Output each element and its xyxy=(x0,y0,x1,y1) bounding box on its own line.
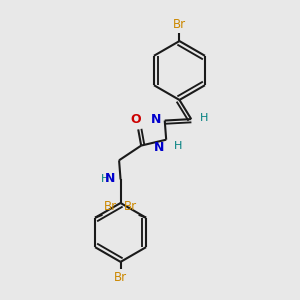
Text: N: N xyxy=(105,172,115,185)
Text: O: O xyxy=(130,113,141,126)
Text: Br: Br xyxy=(124,200,137,213)
Text: N: N xyxy=(151,112,161,126)
Text: N: N xyxy=(154,141,165,154)
Text: Br: Br xyxy=(173,18,186,31)
Text: H: H xyxy=(200,112,208,123)
Text: Br: Br xyxy=(104,200,117,213)
Text: H: H xyxy=(100,174,109,184)
Text: Br: Br xyxy=(114,271,127,284)
Text: H: H xyxy=(174,141,182,151)
